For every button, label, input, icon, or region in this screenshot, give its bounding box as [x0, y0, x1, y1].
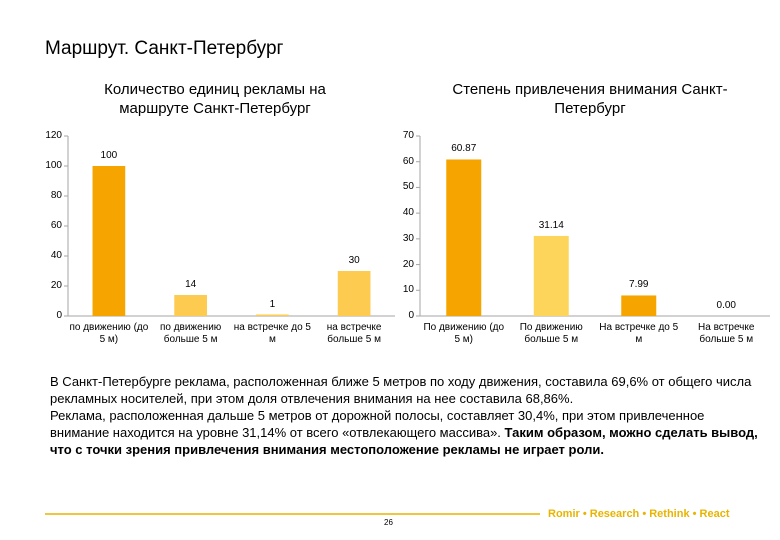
x-tick-label: по движению больше 5 м	[159, 322, 222, 345]
value-label: 7.99	[629, 279, 649, 291]
x-tick-label: На встречке больше 5 м	[698, 322, 755, 345]
value-label: 60.87	[451, 143, 477, 155]
x-tick-label: По движению больше 5 м	[519, 322, 583, 345]
y-tick-label: 0	[56, 310, 62, 321]
y-tick-label: 120	[45, 130, 62, 141]
bar	[446, 159, 482, 316]
value-label: 100	[100, 150, 118, 161]
paragraph: В Санкт-Петербурге реклама, расположенна…	[50, 374, 752, 406]
bar	[621, 295, 657, 316]
y-tick-label: 80	[50, 190, 62, 201]
bar	[174, 295, 207, 316]
footer-brand: Romir • Research • Rethink • React	[548, 508, 730, 520]
bar	[533, 235, 569, 316]
y-tick-label: 30	[402, 232, 414, 244]
slide-title: Маршрут. Санкт-Петербург	[45, 38, 284, 59]
body-text: В Санкт-Петербурге реклама, расположенна…	[50, 373, 760, 458]
bar	[337, 271, 371, 316]
y-tick-label: 20	[50, 280, 62, 291]
y-tick-label: 0	[408, 310, 414, 321]
y-tick-label: 40	[402, 207, 414, 219]
x-tick-label: На встречке до 5 м	[599, 322, 679, 345]
x-tick-label: на встречке больше 5 м	[326, 322, 382, 345]
x-tick-label: на встречке до 5 м	[233, 322, 311, 345]
value-label: 1	[269, 298, 276, 310]
y-tick-label: 60	[402, 155, 414, 167]
x-tick-label: По движению (до 5 м)	[423, 322, 505, 345]
chart-title: Количество единиц рекламы на маршруте Са…	[104, 81, 326, 117]
y-tick-label: 70	[402, 130, 414, 141]
value-label: 30	[348, 255, 360, 266]
page-number: 26	[384, 518, 393, 527]
y-tick-label: 100	[45, 160, 62, 171]
value-label: 31.14	[538, 219, 564, 231]
value-label: 0.00	[716, 300, 736, 311]
y-tick-label: 20	[402, 258, 414, 270]
bar	[92, 166, 126, 316]
y-tick-label: 40	[50, 250, 62, 261]
chart-title: Степень привлечения внимания Санкт-Петер…	[452, 81, 728, 117]
y-tick-label: 50	[402, 181, 414, 193]
y-tick-label: 60	[50, 220, 62, 231]
bar	[256, 314, 289, 316]
x-tick-label: по движению (до 5 м)	[69, 322, 149, 345]
y-tick-label: 10	[402, 284, 414, 296]
value-label: 14	[185, 279, 197, 290]
conclusion: Таким образом, можно сделать вывод, что …	[50, 425, 758, 457]
paragraph: Реклама, расположенная дальше 5 метров о…	[50, 408, 705, 440]
